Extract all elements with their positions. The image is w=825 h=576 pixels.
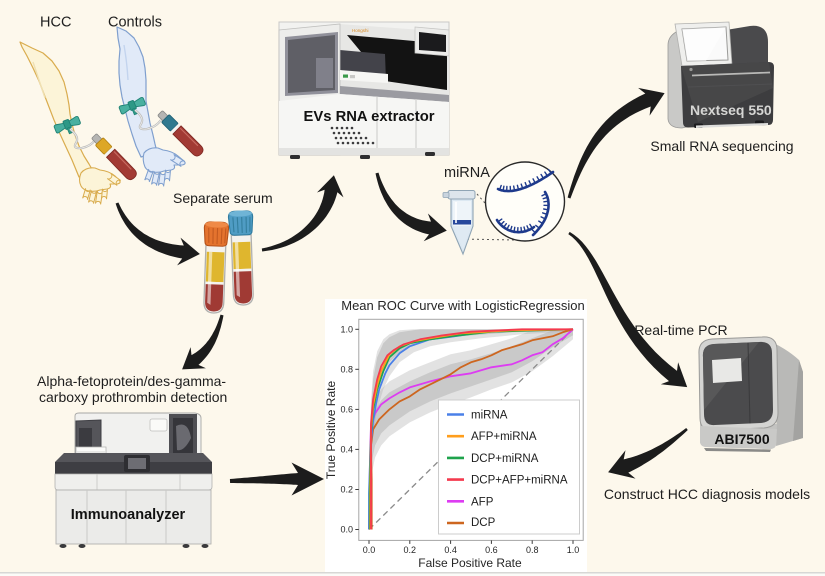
svg-text:1.0: 1.0: [340, 324, 353, 334]
svg-text:0.4: 0.4: [340, 444, 353, 454]
svg-text:0.0: 0.0: [363, 545, 376, 555]
svg-text:miRNA: miRNA: [444, 165, 490, 181]
svg-text:DCP: DCP: [471, 517, 496, 529]
svg-text:Separate serum: Separate serum: [173, 190, 273, 206]
svg-text:0.6: 0.6: [485, 545, 498, 555]
svg-text:HCC: HCC: [40, 15, 71, 31]
svg-text:0.2: 0.2: [404, 545, 417, 555]
svg-text:0.2: 0.2: [340, 485, 353, 495]
svg-text:miRNA: miRNA: [471, 410, 508, 422]
svg-text:Small RNA sequencing: Small RNA sequencing: [650, 138, 793, 154]
svg-text:Nextseq 550: Nextseq 550: [690, 102, 772, 118]
svg-text:DCP+miRNA: DCP+miRNA: [471, 453, 539, 465]
svg-text:ABI7500: ABI7500: [714, 431, 769, 447]
svg-text:0.8: 0.8: [340, 364, 353, 374]
svg-text:Real-time PCR: Real-time PCR: [634, 322, 727, 338]
svg-text:AFP: AFP: [471, 496, 494, 508]
svg-text:EVs RNA extractor: EVs RNA extractor: [303, 109, 434, 125]
svg-text:Hongshi: Hongshi: [352, 28, 369, 33]
svg-text:Alpha-fetoprotein/des-gamma-: Alpha-fetoprotein/des-gamma-: [37, 373, 226, 389]
svg-text:1.0: 1.0: [567, 545, 580, 555]
svg-text:0.6: 0.6: [340, 404, 353, 414]
svg-text:Construct HCC diagnosis models: Construct HCC diagnosis models: [604, 486, 810, 502]
svg-text:True Positive Rate: True Positive Rate: [324, 381, 338, 480]
svg-text:carboxy prothrombin detection: carboxy prothrombin detection: [39, 389, 227, 405]
svg-text:0.4: 0.4: [444, 545, 457, 555]
svg-text:AFP+miRNA: AFP+miRNA: [471, 431, 537, 443]
svg-text:Controls: Controls: [108, 15, 162, 31]
svg-text:Immunoanalyzer: Immunoanalyzer: [71, 507, 186, 523]
svg-text:0.0: 0.0: [340, 525, 353, 535]
svg-text:0.8: 0.8: [526, 545, 539, 555]
svg-text:DCP+AFP+miRNA: DCP+AFP+miRNA: [471, 475, 568, 487]
svg-text:False Positive Rate: False Positive Rate: [418, 556, 522, 570]
svg-text:Mean ROC Curve with LogisticRe: Mean ROC Curve with LogisticRegression: [341, 298, 584, 313]
